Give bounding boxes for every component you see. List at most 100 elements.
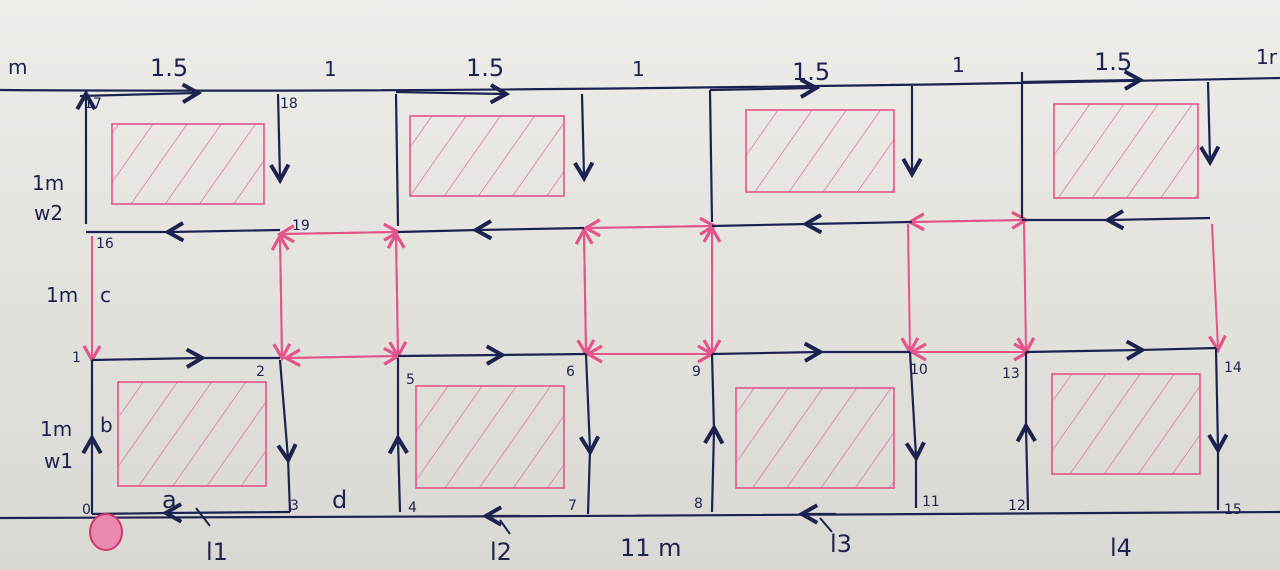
edge — [711, 222, 809, 228]
top-segment-label: 1 — [324, 57, 337, 81]
node-label: 0 — [82, 502, 91, 518]
corridor-line — [386, 230, 406, 355]
obstacles-top — [111, 103, 1199, 205]
node-label: 3 — [290, 498, 299, 514]
obstacle-block — [111, 123, 265, 205]
obstacle-block — [117, 381, 267, 487]
edge — [586, 449, 592, 515]
corridor-line — [574, 226, 594, 353]
node-label: 1 — [72, 350, 81, 366]
obstacle-block — [1051, 373, 1201, 475]
node-label: 10 — [910, 362, 928, 378]
node-label: 16 — [96, 236, 114, 252]
labels: m 1r 1.5 1 1.5 1 1.5 1 1.5 1m w2 1m c 1m… — [8, 45, 1278, 566]
obstacle-block — [409, 115, 565, 197]
corridor-line — [276, 224, 397, 244]
lane-label-stroke — [195, 507, 211, 527]
edge — [710, 353, 716, 431]
edge — [395, 83, 511, 105]
corridor-line — [1208, 223, 1227, 354]
bottom-length-label: 11 m — [620, 534, 682, 562]
node-label: 9 — [692, 364, 701, 380]
ink-network — [0, 69, 1280, 527]
edge — [286, 457, 292, 513]
node-label: 14 — [1224, 360, 1242, 376]
edge — [1021, 69, 1145, 91]
corridor-line — [906, 212, 1025, 232]
lane-label-stroke — [499, 519, 511, 535]
edge — [1207, 347, 1229, 455]
lower-width-label: 1m — [40, 417, 72, 441]
edge — [161, 502, 291, 524]
mid-segment-label: c — [100, 283, 111, 307]
edge — [703, 423, 725, 513]
corridor-line — [900, 223, 920, 356]
lane-label: l3 — [830, 530, 852, 558]
node-label: 19 — [292, 218, 310, 234]
pink-corridor — [82, 210, 1227, 368]
edge — [269, 93, 291, 185]
top-segment-label: 1 — [952, 53, 965, 77]
top-right-unit: 1r — [1256, 45, 1278, 69]
corridor-line — [1016, 221, 1036, 356]
start-node-circle — [89, 513, 123, 551]
node-label: 12 — [1008, 498, 1026, 514]
edge — [79, 82, 203, 104]
node-label: 18 — [280, 96, 298, 112]
top-segment-label: 1.5 — [466, 54, 504, 82]
top-segment-label: 1.5 — [1094, 48, 1132, 76]
obstacle-block — [415, 385, 565, 489]
lane-label: l4 — [1110, 534, 1132, 562]
obstacle-block — [735, 387, 895, 489]
node-label: 13 — [1002, 366, 1020, 382]
node-label: 8 — [694, 496, 703, 512]
edge — [276, 359, 298, 465]
lower-walkway-label: w1 — [44, 449, 73, 473]
node-label: 17 — [84, 96, 102, 112]
edge — [397, 344, 507, 366]
mid-width-label: 1m — [46, 283, 78, 307]
edge — [711, 341, 825, 363]
obstacle-block — [1053, 103, 1199, 199]
lane-strokes — [195, 507, 833, 535]
edge — [1139, 346, 1217, 352]
edge — [904, 351, 926, 463]
upper-width-label: 1m — [32, 171, 64, 195]
edge — [1025, 339, 1147, 361]
edge — [394, 93, 400, 227]
lane-label-stroke — [819, 517, 833, 533]
bottom-segment-d: d — [332, 486, 347, 514]
edge — [91, 347, 207, 369]
node-label: 11 — [922, 494, 940, 510]
edge — [387, 433, 409, 513]
node-label: 2 — [256, 364, 265, 380]
upper-walkway-label: w2 — [34, 201, 63, 225]
obstacle-block — [745, 109, 895, 193]
edge — [397, 228, 479, 234]
node-label: 4 — [408, 500, 417, 516]
start-node — [89, 513, 123, 551]
node-label: 6 — [566, 364, 575, 380]
corridor-line — [582, 218, 713, 238]
corridor-line — [282, 348, 397, 368]
lane-label: l1 — [206, 538, 228, 566]
edge — [163, 221, 281, 243]
edge — [1199, 81, 1221, 167]
top-segment-label: 1 — [632, 57, 645, 81]
top-left-unit: m — [8, 55, 27, 79]
edge — [1103, 209, 1211, 231]
edge — [499, 352, 587, 357]
edge — [1015, 421, 1037, 511]
top-segment-label: 1.5 — [792, 58, 830, 86]
bottom-segment-a: a — [162, 486, 177, 514]
edge — [801, 213, 913, 235]
lower-segment-label: b — [100, 413, 113, 437]
edge — [708, 89, 714, 223]
edge — [578, 353, 601, 457]
edge — [709, 77, 821, 99]
node-label: 5 — [406, 372, 415, 388]
edge — [573, 93, 595, 183]
corridor-line — [270, 232, 290, 357]
